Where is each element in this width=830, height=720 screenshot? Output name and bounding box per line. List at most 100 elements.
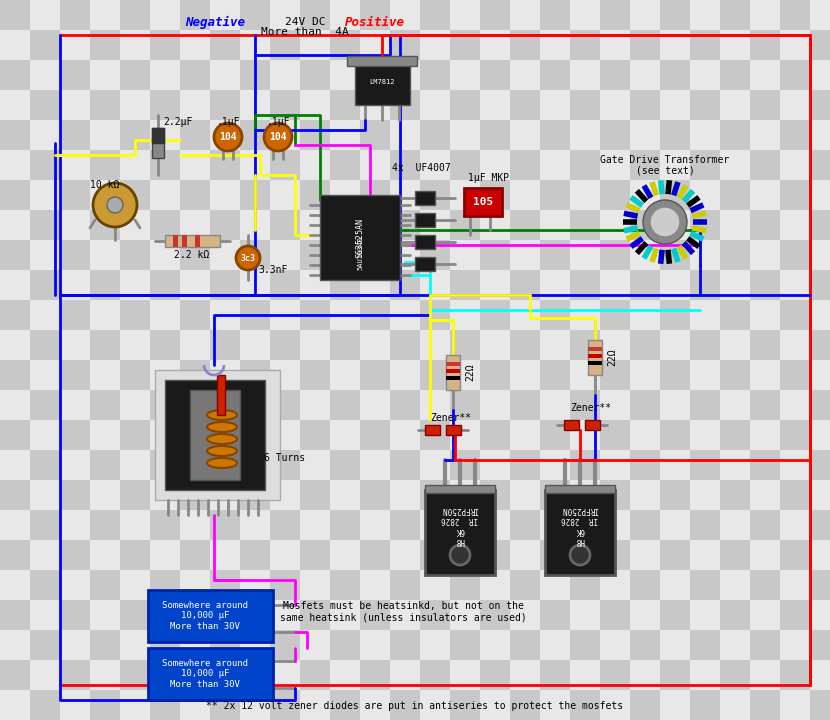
- Bar: [60, 420, 90, 450]
- Bar: [750, 120, 780, 150]
- Bar: [210, 60, 240, 90]
- Bar: [300, 450, 330, 480]
- Text: Zener**: Zener**: [570, 403, 611, 413]
- Bar: [270, 210, 300, 240]
- Bar: [60, 60, 90, 90]
- Bar: [270, 630, 300, 660]
- Bar: [240, 360, 270, 390]
- Bar: [240, 510, 270, 540]
- Bar: [480, 270, 510, 300]
- Bar: [150, 60, 180, 90]
- Text: Zener**: Zener**: [430, 413, 471, 423]
- Bar: [150, 450, 180, 480]
- Bar: [570, 150, 600, 180]
- Bar: [180, 120, 210, 150]
- Bar: [360, 360, 390, 390]
- Bar: [540, 60, 570, 90]
- Bar: [30, 120, 60, 150]
- Bar: [180, 510, 210, 540]
- Bar: [420, 300, 450, 330]
- Bar: [660, 600, 690, 630]
- Bar: [630, 570, 660, 600]
- Bar: [570, 660, 600, 690]
- Bar: [750, 450, 780, 480]
- Bar: [240, 0, 270, 30]
- Bar: [690, 120, 720, 150]
- Bar: [600, 30, 630, 60]
- Bar: [330, 450, 360, 480]
- Bar: [150, 510, 180, 540]
- Bar: [330, 0, 360, 30]
- Bar: [90, 420, 120, 450]
- Bar: [780, 210, 810, 240]
- Bar: [510, 180, 540, 210]
- Bar: [240, 120, 270, 150]
- Bar: [690, 150, 720, 180]
- Bar: [210, 240, 240, 270]
- Bar: [270, 0, 300, 30]
- Bar: [120, 270, 150, 300]
- Bar: [300, 420, 330, 450]
- Bar: [270, 30, 300, 60]
- Bar: [780, 90, 810, 120]
- Bar: [630, 330, 660, 360]
- Bar: [660, 690, 690, 720]
- Bar: [690, 630, 720, 660]
- Bar: [450, 90, 480, 120]
- Bar: [300, 270, 330, 300]
- Bar: [270, 690, 300, 720]
- Bar: [540, 630, 570, 660]
- Bar: [150, 90, 180, 120]
- Bar: [120, 90, 150, 120]
- Bar: [480, 180, 510, 210]
- Bar: [450, 240, 480, 270]
- Bar: [660, 150, 690, 180]
- Bar: [600, 120, 630, 150]
- Bar: [810, 630, 830, 660]
- Bar: [690, 480, 720, 510]
- Bar: [390, 660, 420, 690]
- Bar: [415, 257, 435, 271]
- Bar: [600, 270, 630, 300]
- Bar: [30, 690, 60, 720]
- Bar: [150, 690, 180, 720]
- Text: Somewhere around
10,000 μF
More than 30V: Somewhere around 10,000 μF More than 30V: [162, 659, 248, 689]
- Bar: [600, 210, 630, 240]
- Bar: [60, 360, 90, 390]
- Bar: [150, 150, 180, 180]
- Bar: [480, 450, 510, 480]
- Bar: [30, 330, 60, 360]
- Bar: [630, 270, 660, 300]
- Bar: [780, 510, 810, 540]
- Bar: [660, 120, 690, 150]
- Bar: [690, 420, 720, 450]
- Bar: [810, 270, 830, 300]
- Bar: [660, 510, 690, 540]
- Bar: [360, 240, 390, 270]
- Bar: [210, 630, 240, 660]
- Bar: [446, 369, 460, 373]
- Bar: [660, 660, 690, 690]
- Bar: [480, 30, 510, 60]
- Bar: [750, 90, 780, 120]
- Bar: [90, 660, 120, 690]
- Bar: [270, 540, 300, 570]
- Bar: [240, 60, 270, 90]
- Bar: [120, 390, 150, 420]
- Bar: [450, 570, 480, 600]
- Bar: [240, 330, 270, 360]
- Bar: [446, 355, 460, 390]
- Bar: [320, 195, 400, 280]
- Bar: [60, 660, 90, 690]
- Bar: [588, 347, 602, 351]
- Bar: [0, 120, 30, 150]
- Bar: [240, 630, 270, 660]
- Bar: [510, 450, 540, 480]
- Bar: [180, 300, 210, 330]
- Bar: [810, 0, 830, 30]
- Bar: [60, 510, 90, 540]
- Bar: [810, 330, 830, 360]
- Bar: [390, 450, 420, 480]
- Bar: [0, 270, 30, 300]
- Bar: [780, 60, 810, 90]
